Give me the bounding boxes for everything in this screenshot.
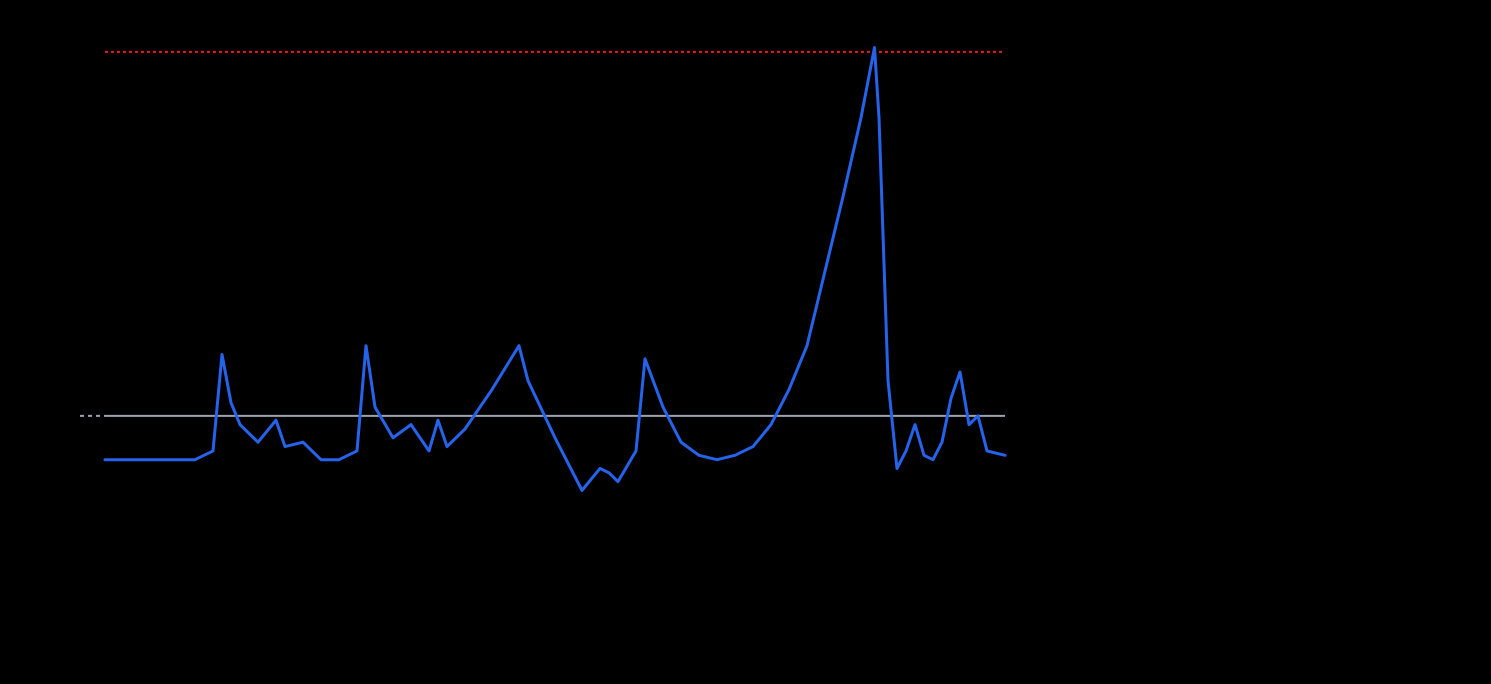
chart-background xyxy=(0,0,1491,684)
chart-canvas xyxy=(0,0,1491,684)
signal-chart xyxy=(0,0,1491,684)
